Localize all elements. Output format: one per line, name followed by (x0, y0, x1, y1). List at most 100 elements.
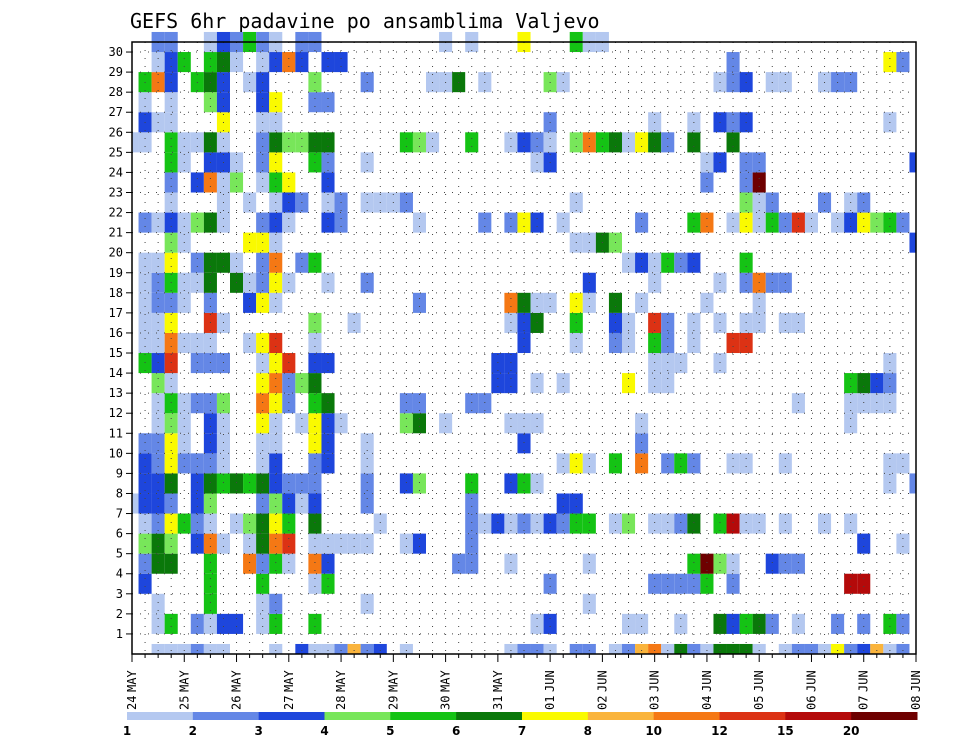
heatmap-cell (256, 573, 270, 594)
heatmap-cell (151, 332, 165, 354)
heatmap-cell (726, 553, 740, 574)
heatmap-cell (230, 513, 244, 534)
x-tick-day: 04 (700, 696, 714, 710)
heatmap-cell (883, 643, 897, 654)
heatmap-cell (622, 332, 636, 354)
heatmap-cell (138, 573, 152, 594)
heatmap-cell (648, 513, 662, 534)
x-tick-day: 25 (177, 696, 191, 710)
heatmap-cell (831, 613, 845, 634)
heatmap-cell (230, 52, 244, 73)
heatmap-cell (582, 132, 596, 153)
colorbar-label: 1 (123, 724, 131, 738)
y-tick-label: 22 (109, 206, 123, 220)
heatmap-cell (164, 92, 178, 113)
heatmap-cell (269, 92, 283, 113)
heatmap-cell (334, 413, 348, 434)
heatmap-cell (857, 533, 871, 554)
heatmap-cell (295, 252, 309, 273)
colorbar-label: 15 (777, 724, 794, 738)
heatmap-cell (321, 533, 335, 554)
heatmap-cell (256, 52, 270, 73)
heatmap-cell (308, 413, 322, 434)
heatmap-cell (844, 573, 858, 594)
heatmap-cell (556, 513, 570, 534)
x-tick-label: 31 MAY (491, 670, 505, 710)
x-tick-label: 03 JUN (648, 670, 662, 710)
heatmap-cell (726, 513, 740, 534)
colorbar-swatch (719, 712, 786, 720)
colorbar: 1 2 3 4 5 6 7 8 10 12 15 20 (123, 712, 918, 738)
colorbar-label: 20 (843, 724, 860, 738)
heatmap-cell (347, 533, 361, 554)
heatmap-cell (739, 613, 753, 634)
heatmap-cell (243, 513, 257, 534)
heatmap-cell (282, 493, 296, 514)
heatmap-cell (177, 52, 191, 73)
heatmap-cell (360, 453, 374, 474)
colorbar-swatch (522, 712, 589, 720)
heatmap-cell (138, 212, 152, 233)
colorbar-swatch (324, 712, 391, 720)
heatmap-cell (190, 332, 204, 354)
heatmap-cell (465, 493, 479, 514)
heatmap-cell (504, 513, 518, 534)
colorbar-swatch (785, 712, 852, 720)
heatmap-cell (791, 212, 805, 233)
heatmap-cell (321, 172, 335, 193)
heatmap-cell (151, 292, 165, 313)
heatmap-cell (256, 212, 270, 233)
heatmap-cell (295, 643, 309, 654)
heatmap-cell (269, 643, 283, 654)
heatmap-cell (151, 553, 165, 574)
heatmap-cell (216, 353, 230, 374)
heatmap-cell (648, 573, 662, 594)
y-tick-label: 26 (109, 125, 123, 139)
heatmap-cell (569, 513, 583, 534)
heatmap-cell (517, 332, 531, 354)
heatmap-cell (321, 132, 335, 153)
heatmap-cell (543, 292, 557, 313)
heatmap-cell (700, 643, 714, 654)
heatmap-cell (269, 533, 283, 554)
heatmap-cell (569, 453, 583, 474)
heatmap-cell (256, 513, 270, 534)
x-tick-day: 24 (125, 696, 139, 710)
heatmap-cell (530, 373, 544, 394)
heatmap-cell (739, 172, 753, 193)
heatmap-cell (243, 473, 257, 494)
heatmap-cell (661, 332, 675, 354)
heatmap-cell (687, 573, 701, 594)
x-tick-month: MAY (230, 670, 244, 692)
heatmap-cell (190, 613, 204, 634)
heatmap-cell (295, 473, 309, 494)
heatmap-cell (282, 353, 296, 374)
heatmap-cell (648, 373, 662, 394)
heatmap-cell (635, 292, 649, 313)
heatmap-cell (739, 513, 753, 534)
heatmap-cell (138, 332, 152, 354)
x-tick-month: JUN (700, 670, 714, 692)
heatmap-cell (308, 433, 322, 454)
heatmap-cell (151, 393, 165, 414)
heatmap-cell (608, 132, 622, 153)
heatmap-cell (151, 473, 165, 494)
heatmap-cell (648, 252, 662, 273)
heatmap-cell (256, 453, 270, 474)
heatmap-cell (151, 453, 165, 474)
heatmap-cell (412, 533, 426, 554)
heatmap-cell (857, 613, 871, 634)
heatmap-cell (687, 453, 701, 474)
heatmap-cell (203, 252, 217, 273)
heatmap-cell (412, 393, 426, 414)
x-tick-day: 28 (334, 696, 348, 710)
heatmap-cell (530, 613, 544, 634)
heatmap-cell (164, 212, 178, 233)
heatmap-cell (582, 553, 596, 574)
heatmap-cell (269, 52, 283, 73)
heatmap-cell (308, 643, 322, 654)
heatmap-cell (635, 433, 649, 454)
heatmap-cell (635, 613, 649, 634)
heatmap-cell (726, 332, 740, 354)
heatmap-cell (230, 613, 244, 634)
